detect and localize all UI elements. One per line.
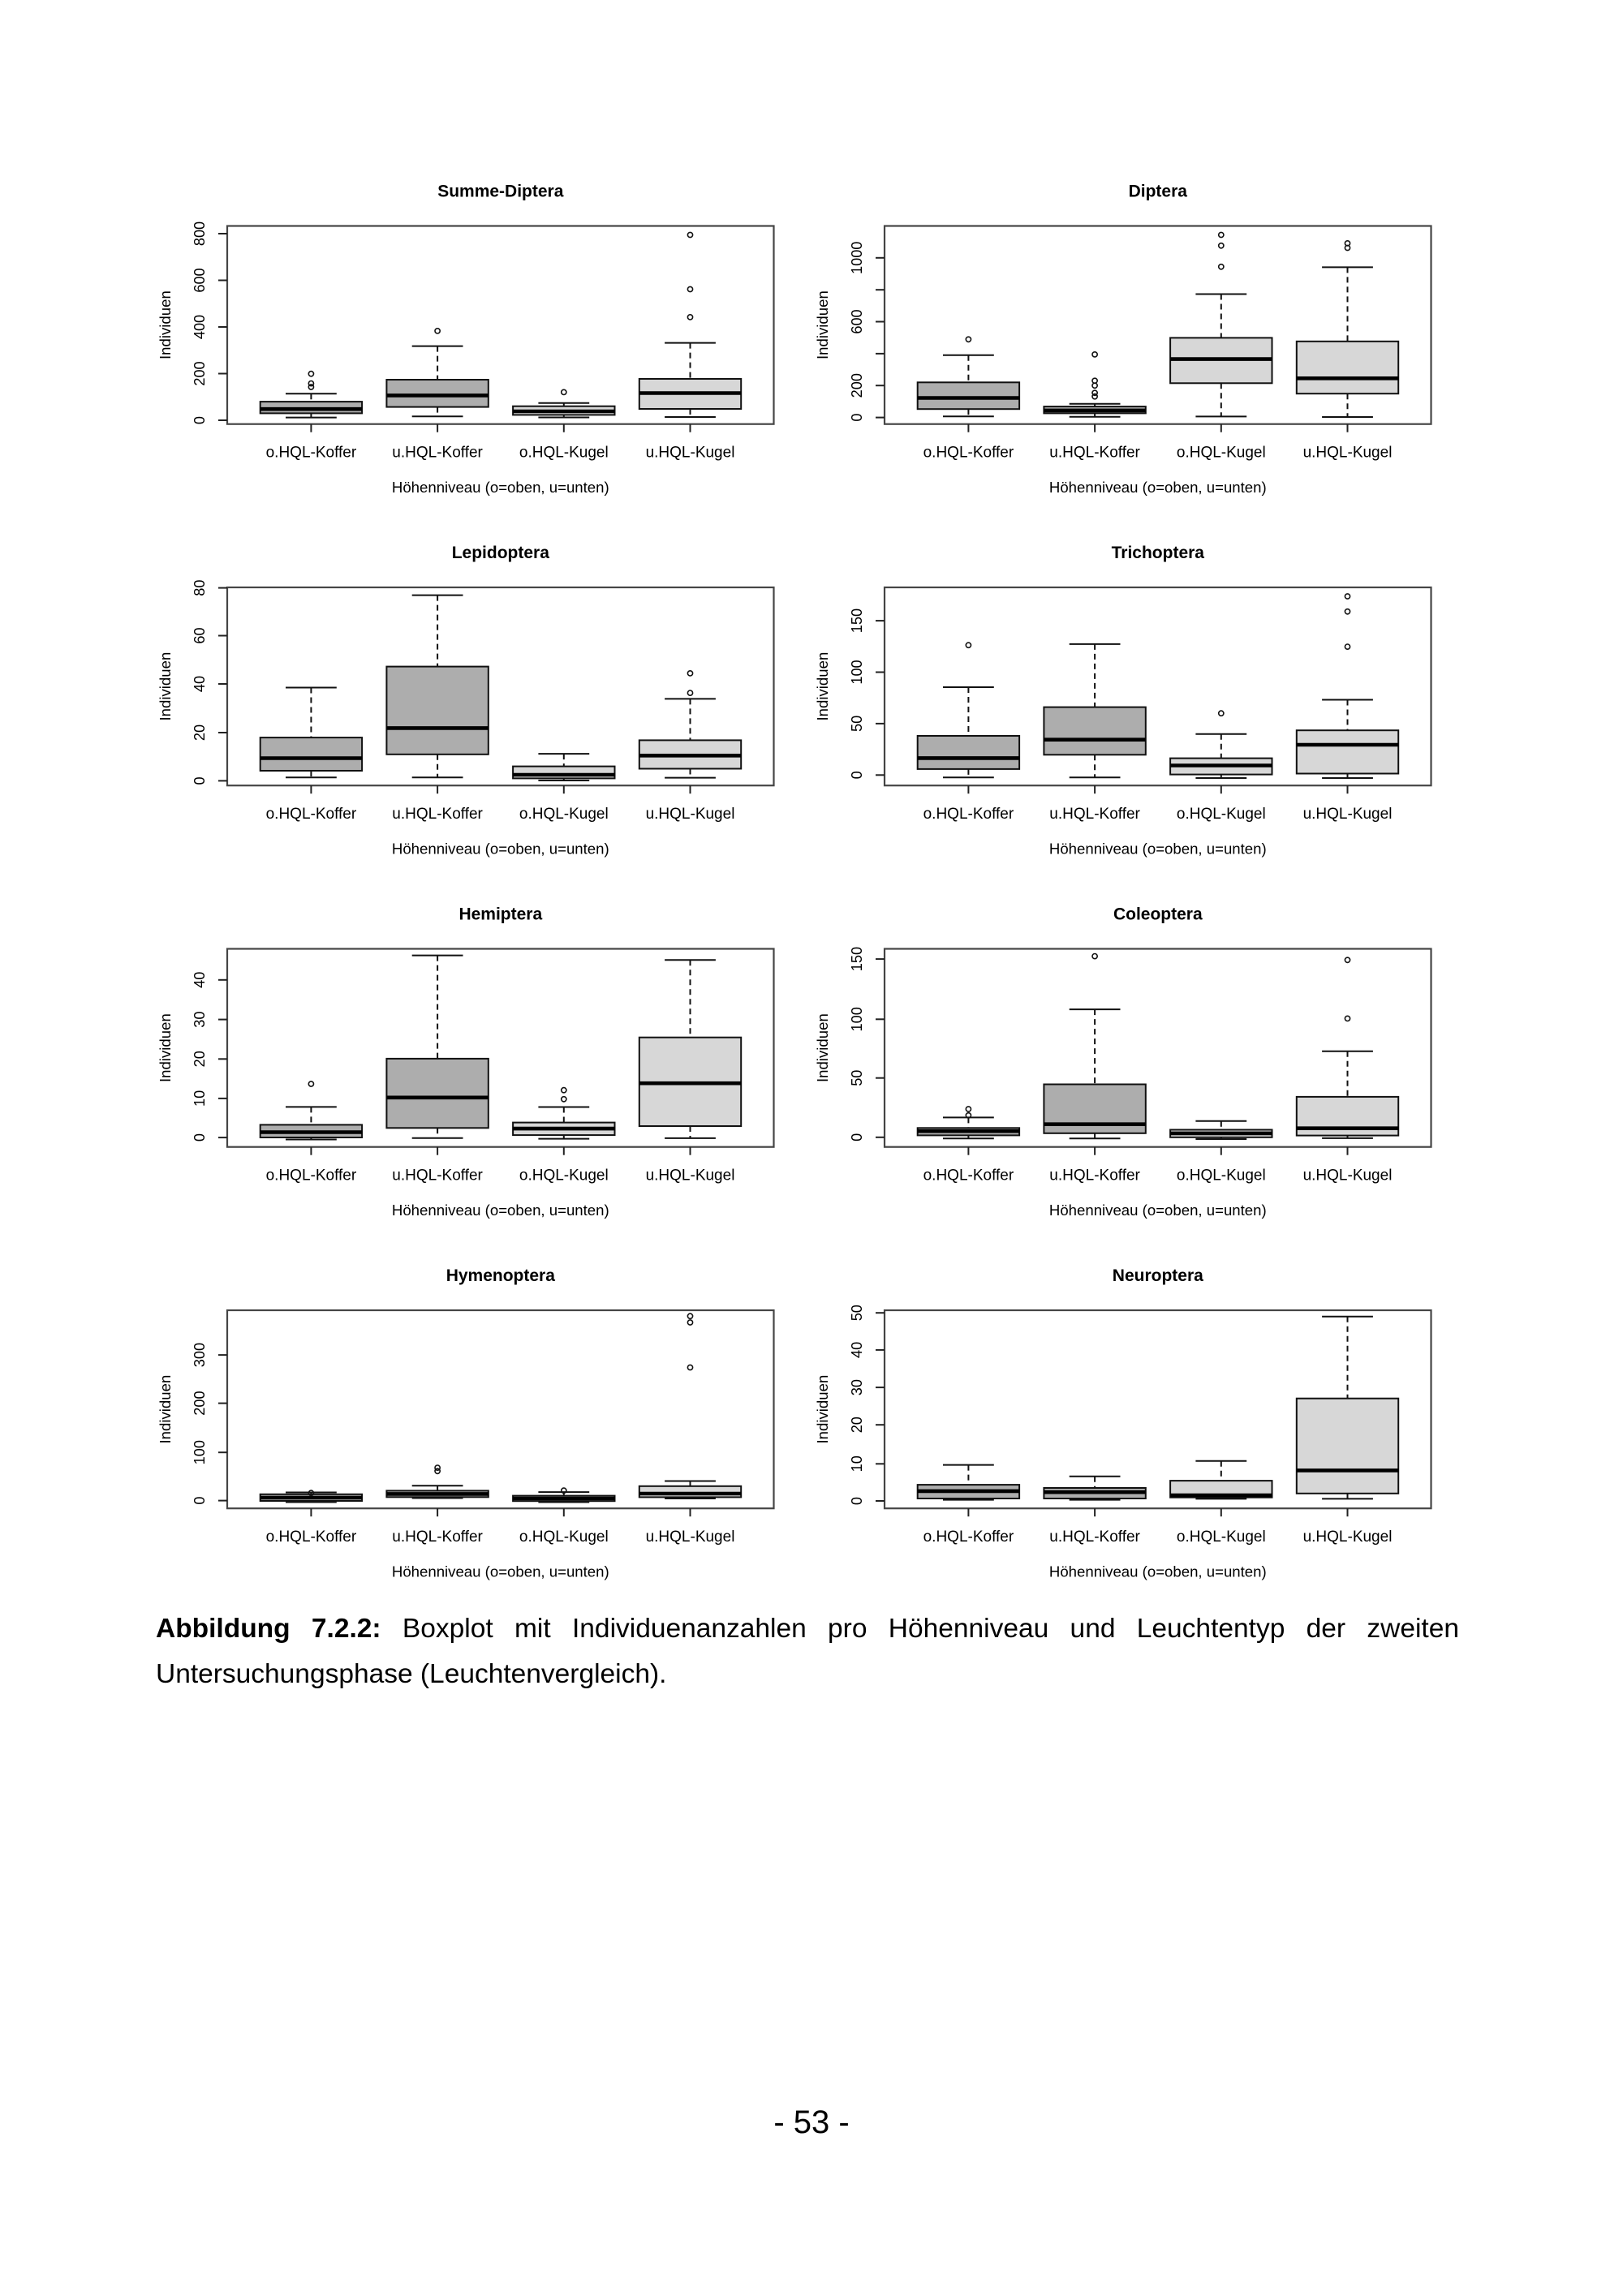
svg-text:o.HQL-Kugel: o.HQL-Kugel <box>519 1529 609 1546</box>
svg-text:50: 50 <box>849 1070 865 1086</box>
svg-text:u.HQL-Kugel: u.HQL-Kugel <box>646 1167 735 1184</box>
svg-text:0: 0 <box>192 416 208 424</box>
svg-text:0: 0 <box>849 414 865 422</box>
svg-text:40: 40 <box>192 972 208 988</box>
svg-text:Höhenniveau (o=oben, u=unten): Höhenniveau (o=oben, u=unten) <box>392 1563 609 1580</box>
svg-text:Hymenoptera: Hymenoptera <box>446 1266 556 1285</box>
svg-text:u.HQL-Kugel: u.HQL-Kugel <box>646 444 735 461</box>
svg-text:Hemiptera: Hemiptera <box>458 905 542 923</box>
svg-text:50: 50 <box>849 1305 865 1321</box>
svg-text:Höhenniveau (o=oben, u=unten): Höhenniveau (o=oben, u=unten) <box>1049 1202 1267 1219</box>
svg-text:Coleoptera: Coleoptera <box>1113 905 1203 923</box>
svg-text:600: 600 <box>192 268 208 292</box>
svg-text:Individuen: Individuen <box>814 1013 831 1082</box>
svg-text:o.HQL-Koffer: o.HQL-Koffer <box>923 806 1014 823</box>
svg-text:o.HQL-Koffer: o.HQL-Koffer <box>923 1529 1014 1546</box>
svg-text:o.HQL-Koffer: o.HQL-Koffer <box>266 1167 357 1184</box>
svg-text:200: 200 <box>192 361 208 385</box>
svg-text:0: 0 <box>192 776 208 785</box>
svg-text:Trichoptera: Trichoptera <box>1112 544 1205 562</box>
svg-text:o.HQL-Koffer: o.HQL-Koffer <box>266 806 357 823</box>
svg-text:0: 0 <box>849 771 865 779</box>
svg-text:o.HQL-Kugel: o.HQL-Kugel <box>519 1167 609 1184</box>
svg-text:Individuen: Individuen <box>814 1375 831 1444</box>
svg-text:30: 30 <box>849 1379 865 1395</box>
svg-text:50: 50 <box>849 716 865 732</box>
svg-text:u.HQL-Koffer: u.HQL-Koffer <box>392 1167 483 1184</box>
svg-text:o.HQL-Kugel: o.HQL-Kugel <box>1177 1167 1266 1184</box>
svg-text:100: 100 <box>849 660 865 684</box>
svg-text:o.HQL-Kugel: o.HQL-Kugel <box>1177 806 1266 823</box>
svg-text:200: 200 <box>192 1391 208 1415</box>
svg-text:u.HQL-Koffer: u.HQL-Koffer <box>1049 444 1140 461</box>
svg-text:Höhenniveau (o=oben, u=unten): Höhenniveau (o=oben, u=unten) <box>1049 841 1267 858</box>
svg-text:40: 40 <box>192 676 208 692</box>
svg-text:10: 10 <box>849 1455 865 1472</box>
svg-text:200: 200 <box>849 373 865 398</box>
svg-text:0: 0 <box>192 1133 208 1142</box>
svg-text:u.HQL-Koffer: u.HQL-Koffer <box>392 1529 483 1546</box>
svg-text:Höhenniveau (o=oben, u=unten): Höhenniveau (o=oben, u=unten) <box>1049 479 1267 496</box>
svg-text:1000: 1000 <box>849 242 865 274</box>
svg-text:0: 0 <box>192 1497 208 1505</box>
svg-text:20: 20 <box>849 1417 865 1433</box>
svg-text:Höhenniveau (o=oben, u=unten): Höhenniveau (o=oben, u=unten) <box>392 479 609 496</box>
svg-text:u.HQL-Kugel: u.HQL-Kugel <box>1303 806 1393 823</box>
svg-text:o.HQL-Koffer: o.HQL-Koffer <box>923 1167 1014 1184</box>
svg-text:u.HQL-Kugel: u.HQL-Kugel <box>1303 1167 1393 1184</box>
svg-text:Individuen: Individuen <box>814 652 831 721</box>
svg-text:u.HQL-Kugel: u.HQL-Kugel <box>646 806 735 823</box>
svg-text:u.HQL-Kugel: u.HQL-Kugel <box>646 1529 735 1546</box>
svg-text:u.HQL-Kugel: u.HQL-Kugel <box>1303 1529 1393 1546</box>
svg-text:60: 60 <box>192 627 208 643</box>
svg-text:o.HQL-Koffer: o.HQL-Koffer <box>266 444 357 461</box>
svg-text:Höhenniveau (o=oben, u=unten): Höhenniveau (o=oben, u=unten) <box>1049 1563 1267 1580</box>
svg-text:Diptera: Diptera <box>1129 182 1188 200</box>
svg-text:o.HQL-Koffer: o.HQL-Koffer <box>266 1529 357 1546</box>
svg-text:100: 100 <box>192 1440 208 1464</box>
svg-text:u.HQL-Kugel: u.HQL-Kugel <box>1303 444 1393 461</box>
svg-text:Individuen: Individuen <box>157 290 174 359</box>
svg-text:u.HQL-Koffer: u.HQL-Koffer <box>1049 1529 1140 1546</box>
svg-text:30: 30 <box>192 1011 208 1027</box>
svg-text:u.HQL-Koffer: u.HQL-Koffer <box>1049 1167 1140 1184</box>
svg-text:Individuen: Individuen <box>157 652 174 721</box>
svg-text:Individuen: Individuen <box>157 1013 174 1082</box>
svg-text:300: 300 <box>192 1343 208 1367</box>
svg-text:0: 0 <box>849 1133 865 1142</box>
svg-text:150: 150 <box>849 608 865 633</box>
svg-text:Höhenniveau (o=oben, u=unten): Höhenniveau (o=oben, u=unten) <box>392 841 609 858</box>
svg-text:Lepidoptera: Lepidoptera <box>452 544 549 562</box>
svg-text:400: 400 <box>192 315 208 339</box>
svg-text:u.HQL-Koffer: u.HQL-Koffer <box>392 444 483 461</box>
svg-text:Individuen: Individuen <box>157 1375 174 1444</box>
svg-text:150: 150 <box>849 947 865 971</box>
svg-text:10: 10 <box>192 1090 208 1107</box>
svg-text:600: 600 <box>849 309 865 333</box>
svg-text:o.HQL-Kugel: o.HQL-Kugel <box>1177 444 1266 461</box>
svg-text:u.HQL-Koffer: u.HQL-Koffer <box>1049 806 1140 823</box>
svg-text:20: 20 <box>192 1051 208 1067</box>
svg-text:o.HQL-Kugel: o.HQL-Kugel <box>519 806 609 823</box>
svg-text:Summe-Diptera: Summe-Diptera <box>437 182 564 200</box>
svg-text:o.HQL-Kugel: o.HQL-Kugel <box>1177 1529 1266 1546</box>
svg-text:0: 0 <box>849 1497 865 1505</box>
svg-text:40: 40 <box>849 1342 865 1358</box>
svg-text:o.HQL-Koffer: o.HQL-Koffer <box>923 444 1014 461</box>
svg-text:80: 80 <box>192 579 208 595</box>
svg-text:u.HQL-Koffer: u.HQL-Koffer <box>392 806 483 823</box>
svg-text:20: 20 <box>192 724 208 741</box>
svg-text:100: 100 <box>849 1007 865 1031</box>
svg-text:o.HQL-Kugel: o.HQL-Kugel <box>519 444 609 461</box>
svg-text:Höhenniveau (o=oben, u=unten): Höhenniveau (o=oben, u=unten) <box>392 1202 609 1219</box>
svg-text:800: 800 <box>192 221 208 246</box>
svg-text:Neuroptera: Neuroptera <box>1113 1266 1203 1285</box>
svg-text:Individuen: Individuen <box>814 290 831 359</box>
